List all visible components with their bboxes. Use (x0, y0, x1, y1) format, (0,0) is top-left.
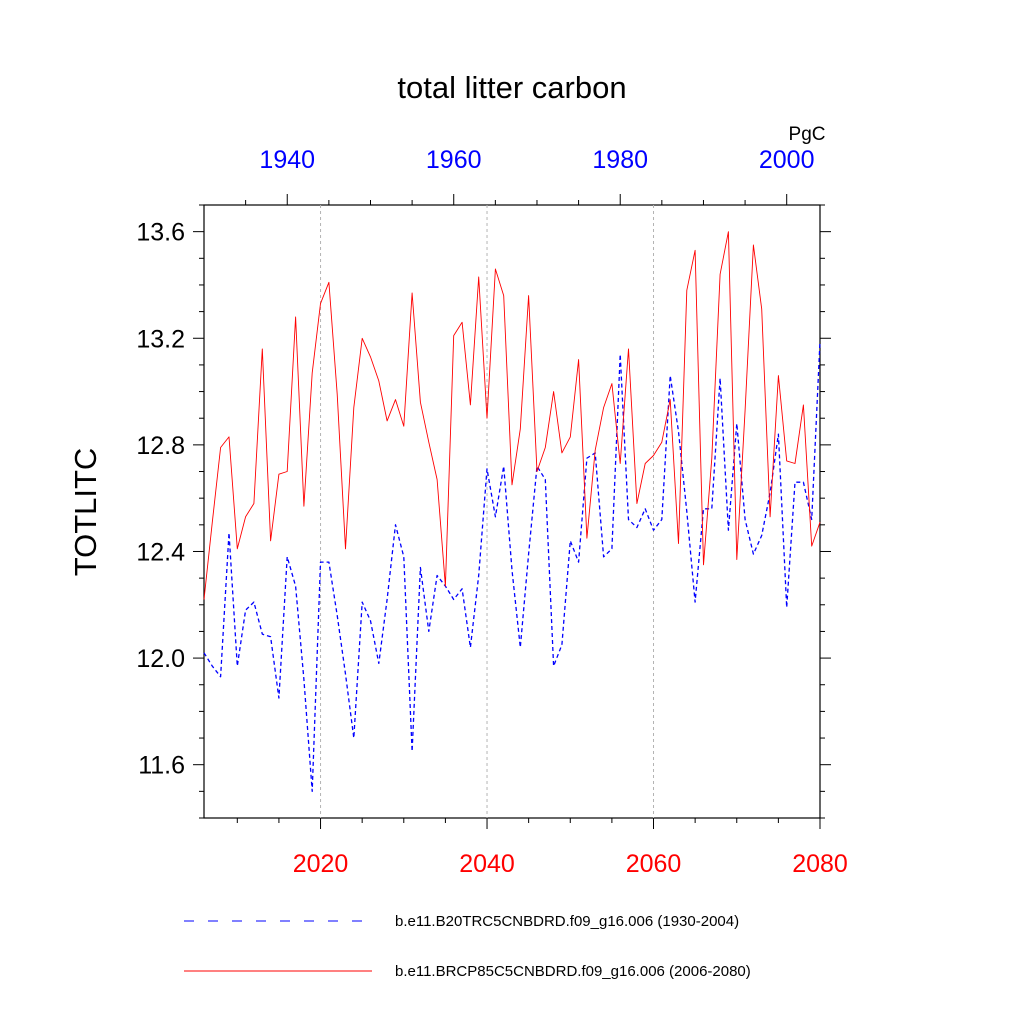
legend: b.e11.B20TRC5CNBDRD.f09_g16.006 (1930-20… (184, 913, 751, 980)
x-tick-label-top: 1940 (259, 146, 315, 174)
x-tick-label-top: 2000 (759, 146, 815, 174)
x-tick-label-bottom: 2080 (792, 850, 848, 878)
y-tick-label: 12.0 (136, 645, 185, 673)
series-layer (203, 231, 821, 792)
x-tick-label-bottom: 2020 (293, 850, 349, 878)
x-tick-label-bottom: 2060 (626, 850, 682, 878)
units-label: PgC (789, 124, 826, 145)
y-tick-label: 13.6 (136, 219, 185, 247)
x-tick-label-top: 1960 (426, 146, 482, 174)
y-tick-label: 13.2 (136, 325, 185, 353)
chart-title: total litter carbon (397, 70, 626, 105)
legend-label-rcp85: b.e11.BRCP85C5CNBDRD.f09_g16.006 (2006-2… (395, 963, 751, 980)
y-tick-label: 12.4 (136, 538, 185, 566)
y-tick-label: 12.8 (136, 432, 185, 460)
x-tick-label-bottom: 2040 (459, 850, 515, 878)
plot-frame (203, 204, 821, 819)
axes: 11.6 12.0 12.4 12.8 13.2 13.6 2020 2040 2060 2080… (136, 146, 847, 878)
series-line-historical (203, 340, 821, 792)
y-tick-label: 11.6 (138, 752, 185, 780)
series-line-rcp85 (203, 231, 821, 600)
x-tick-label-top: 1980 (592, 146, 648, 174)
y-axis-label: TOTLITC (68, 448, 103, 577)
legend-label-historical: b.e11.B20TRC5CNBDRD.f09_g16.006 (1930-20… (395, 913, 739, 930)
grid-lines (320, 205, 655, 818)
